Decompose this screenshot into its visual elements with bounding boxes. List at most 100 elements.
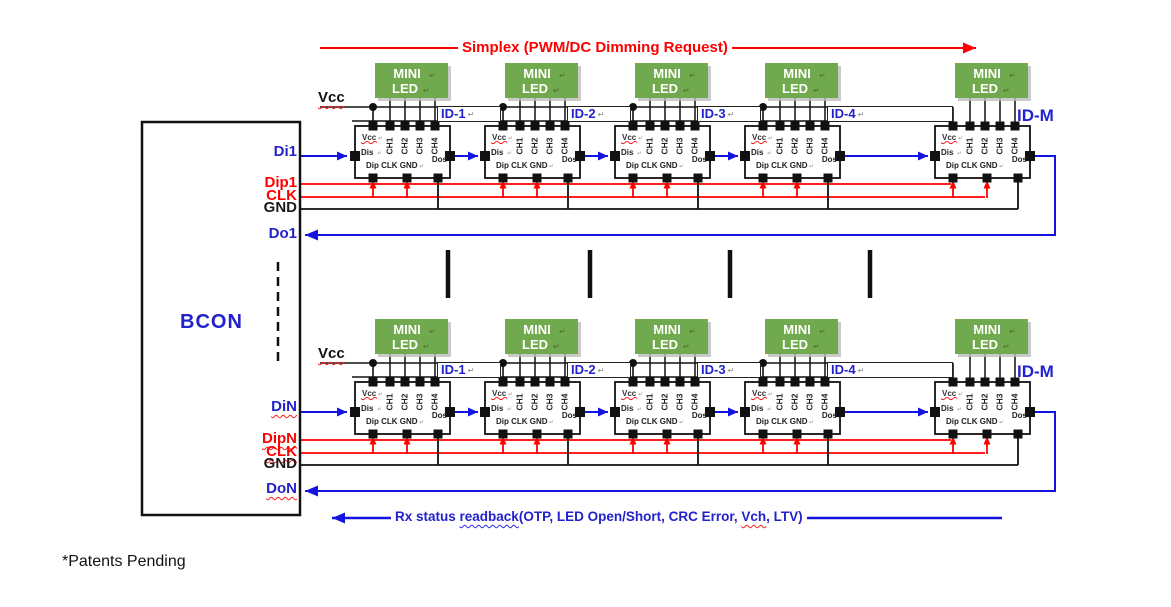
- mini-led-text: LED: [652, 81, 678, 96]
- top-pin: [430, 121, 440, 131]
- top-pin: [530, 377, 540, 387]
- chip-channel-label: CH3: [995, 137, 1005, 154]
- bcon-port-label: GND: [263, 199, 297, 216]
- top-pin: [628, 121, 638, 131]
- top-pin: [995, 377, 1005, 387]
- return-mark: ↵: [429, 71, 436, 80]
- bottom-pin: [823, 429, 833, 439]
- chip-data-in-label: Dis: [941, 404, 954, 413]
- top-pin: [400, 377, 410, 387]
- readback-text-segment: Rx status: [395, 509, 460, 524]
- mini-led-box: [505, 63, 578, 98]
- chip-channel-label: CH4: [820, 137, 830, 154]
- dos-pin: [575, 151, 585, 161]
- bottom-pin: [368, 429, 378, 439]
- bcon-port-label: Do1: [268, 225, 297, 242]
- return-mark: ↵: [419, 164, 424, 170]
- return-mark: ↵: [508, 392, 513, 398]
- top-pin: [415, 377, 425, 387]
- chip-bottom-pins-label: Dip CLK GND: [366, 161, 418, 170]
- mini-led-box: [375, 319, 448, 354]
- return-mark: ↵: [683, 342, 690, 351]
- bottom-pin: [792, 173, 802, 183]
- top-pin: [965, 121, 975, 131]
- chip-channel-label: CH2: [400, 393, 410, 410]
- bottom-pin: [498, 429, 508, 439]
- mini-led-text: LED: [522, 81, 548, 96]
- return-mark: ↵: [957, 407, 962, 413]
- chip-vcc-label: Vcc: [942, 133, 957, 142]
- readback-text-segment: (OTP, LED Open/Short, CRC Error,: [518, 509, 742, 524]
- bcon-port-label: Dip1: [264, 174, 297, 191]
- bottom-pin: [563, 173, 573, 183]
- chip-data-in-label: Dis: [361, 404, 374, 413]
- chip-channel-label: CH2: [980, 393, 990, 410]
- return-mark: ↵: [679, 164, 684, 170]
- dis-pin: [930, 407, 940, 417]
- data-out-return-wire: [305, 155, 1056, 241]
- chip-vcc-label: Vcc: [362, 133, 377, 142]
- mini-led-text: MINI: [783, 322, 810, 337]
- chip-channel-label: CH3: [545, 393, 555, 410]
- top-pin: [385, 377, 395, 387]
- return-mark: ↵: [377, 407, 382, 413]
- chip-channel-label: CH4: [430, 137, 440, 154]
- top-pin: [690, 377, 700, 387]
- return-mark: ↵: [549, 420, 554, 426]
- mini-led-box: [375, 63, 448, 98]
- readback-text-segment: Vch: [741, 509, 767, 524]
- top-pin: [805, 121, 815, 131]
- readback-text-segment: , LTV): [766, 509, 803, 524]
- chip-id-label: ID-1 ↵: [437, 106, 501, 122]
- chip-data-out-label: Dos: [432, 155, 448, 164]
- bottom-pin: [628, 173, 638, 183]
- bottom-pin: [982, 173, 992, 183]
- return-mark: ↵: [597, 110, 605, 119]
- top-pin: [758, 121, 768, 131]
- chip-bottom-pins-label: Dip CLK GND: [946, 161, 998, 170]
- return-mark: ↵: [1003, 342, 1010, 351]
- chip-bottom-pins-label: Dip CLK GND: [496, 161, 548, 170]
- top-pin: [430, 377, 440, 387]
- return-mark: ↵: [958, 392, 963, 398]
- return-mark: ↵: [597, 366, 605, 375]
- bottom-pin: [402, 429, 412, 439]
- mini-led-text: MINI: [973, 66, 1000, 81]
- readback-text-segment: readback: [459, 509, 519, 524]
- top-pin: [948, 377, 958, 387]
- chip-data-in-label: Dis: [621, 148, 634, 157]
- top-pin: [820, 377, 830, 387]
- patents-note: *Patents Pending: [62, 553, 186, 570]
- chip-data-in-label: Dis: [751, 404, 764, 413]
- chip-channel-label: CH1: [515, 137, 525, 154]
- dis-pin: [930, 151, 940, 161]
- dos-pin: [835, 151, 845, 161]
- wavy-underline: [360, 396, 378, 401]
- chip-channel-label: CH1: [515, 393, 525, 410]
- chip-id-label: ID-4 ↵: [827, 106, 953, 122]
- bottom-pin: [662, 173, 672, 183]
- top-pin: [385, 121, 395, 131]
- chip-id-label: ID-2 ↵: [567, 106, 631, 122]
- bcon-port-label: DoN: [266, 480, 297, 497]
- mini-led-text: LED: [392, 81, 418, 96]
- chip-vcc-label: Vcc: [622, 389, 637, 398]
- wavy-underline: [490, 396, 508, 401]
- top-pin: [645, 121, 655, 131]
- chip-channel-label: CH1: [385, 137, 395, 154]
- top-pin: [790, 121, 800, 131]
- return-mark: ↵: [1009, 71, 1016, 80]
- chip-channel-label: CH1: [965, 393, 975, 410]
- mini-led-text: LED: [522, 337, 548, 352]
- dis-pin: [740, 407, 750, 417]
- dos-pin: [705, 407, 715, 417]
- dos-pin: [705, 151, 715, 161]
- top-pin: [515, 121, 525, 131]
- mini-led-text: MINI: [393, 66, 420, 81]
- return-mark: ↵: [429, 327, 436, 336]
- chip-data-out-label: Dos: [432, 411, 448, 420]
- bcon-port-label: Di1: [273, 143, 297, 160]
- chip-channel-label: CH1: [385, 393, 395, 410]
